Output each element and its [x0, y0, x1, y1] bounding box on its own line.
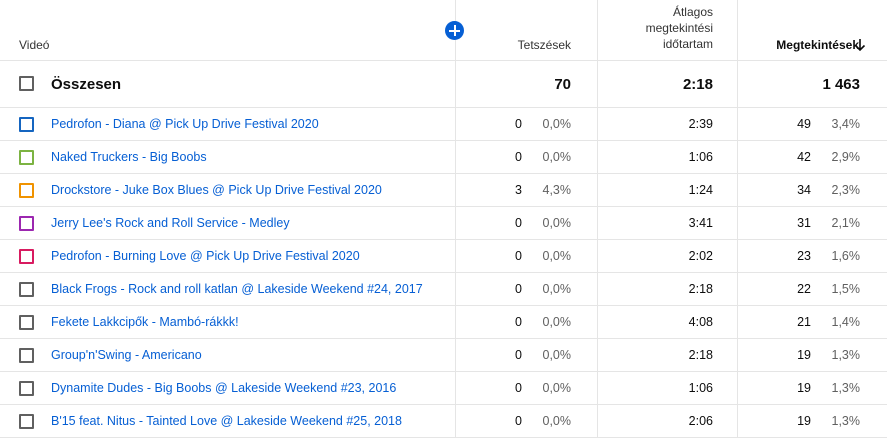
row-views: 19	[797, 381, 811, 395]
row-views: 21	[797, 315, 811, 329]
video-title-link[interactable]: Fekete Lakkcipők - Mambó-rákkk!	[51, 315, 239, 329]
row-views-pct: 2,9%	[831, 150, 861, 164]
row-likes-pct: 0,0%	[542, 381, 572, 395]
table-row: Pedrofon - Diana @ Pick Up Drive Festiva…	[0, 108, 887, 141]
column-divider	[455, 0, 456, 438]
row-avg-duration: 2:02	[688, 249, 713, 263]
row-likes: 0	[515, 414, 522, 428]
column-divider	[737, 0, 738, 438]
row-likes: 0	[515, 150, 522, 164]
row-likes-pct: 0,0%	[542, 150, 572, 164]
row-views-pct: 1,5%	[831, 282, 861, 296]
row-checkbox[interactable]	[19, 381, 34, 396]
row-likes-pct: 0,0%	[542, 315, 572, 329]
row-views: 19	[797, 348, 811, 362]
video-title-link[interactable]: Dynamite Dudes - Big Boobs @ Lakeside We…	[51, 381, 397, 395]
column-divider	[597, 0, 598, 438]
video-title-link[interactable]: Naked Truckers - Big Boobs	[51, 150, 207, 164]
row-views-pct: 2,3%	[831, 183, 861, 197]
table-row: Pedrofon - Burning Love @ Pick Up Drive …	[0, 240, 887, 273]
row-views: 49	[797, 117, 811, 131]
table-row: Dynamite Dudes - Big Boobs @ Lakeside We…	[0, 372, 887, 405]
column-header-avg-duration[interactable]: Átlagos megtekintési időtartam	[598, 4, 713, 52]
row-likes: 3	[515, 183, 522, 197]
row-likes: 0	[515, 282, 522, 296]
row-avg-duration: 2:18	[688, 348, 713, 362]
row-views: 19	[797, 414, 811, 428]
video-title-link[interactable]: Pedrofon - Diana @ Pick Up Drive Festiva…	[51, 117, 319, 131]
row-avg-duration: 2:39	[688, 117, 713, 131]
plus-circle-icon[interactable]	[445, 21, 464, 40]
table-header: Videó Tetszések Átlagos megtekintési idő…	[0, 0, 887, 61]
video-title-link[interactable]: Jerry Lee's Rock and Roll Service - Medl…	[51, 216, 290, 230]
table-row: Drockstore - Juke Box Blues @ Pick Up Dr…	[0, 174, 887, 207]
row-views: 42	[797, 150, 811, 164]
table-row: Naked Truckers - Big Boobs 0 0,0% 1:06 42 2,9…	[0, 141, 887, 174]
row-views-pct: 1,3%	[831, 414, 861, 428]
total-label: Összesen	[51, 76, 122, 93]
row-avg-duration: 1:06	[688, 381, 713, 395]
row-checkbox[interactable]	[19, 315, 34, 330]
row-likes-pct: 0,0%	[542, 249, 572, 263]
row-checkbox[interactable]	[19, 348, 34, 363]
row-views-pct: 2,1%	[831, 216, 861, 230]
column-header-avg-line: Átlagos	[672, 5, 713, 19]
video-title-link[interactable]: Black Frogs - Rock and roll katlan @ Lak…	[51, 282, 423, 296]
column-header-avg-line: időtartam	[662, 37, 713, 51]
column-header-views[interactable]: Megtekintések	[776, 38, 859, 52]
row-checkbox[interactable]	[19, 117, 34, 132]
row-avg-duration: 2:18	[688, 282, 713, 296]
row-checkbox[interactable]	[19, 183, 34, 198]
row-likes-pct: 0,0%	[542, 282, 572, 296]
table-row: Fekete Lakkcipők - Mambó-rákkk! 0 0,0% 4:08…	[0, 306, 887, 339]
column-header-avg-line: megtekintési	[645, 21, 713, 35]
row-likes: 0	[515, 348, 522, 362]
video-title-link[interactable]: Pedrofon - Burning Love @ Pick Up Drive …	[51, 249, 360, 263]
row-views-pct: 1,6%	[831, 249, 861, 263]
row-views: 34	[797, 183, 811, 197]
row-likes: 0	[515, 315, 522, 329]
row-checkbox[interactable]	[19, 150, 34, 165]
total-likes: 70	[554, 76, 571, 93]
row-avg-duration: 3:41	[688, 216, 713, 230]
column-header-video[interactable]: Videó	[19, 38, 50, 52]
total-row: Összesen 70 2:18 1 463	[0, 61, 887, 108]
table-row: Jerry Lee's Rock and Roll Service - Medl…	[0, 207, 887, 240]
total-checkbox[interactable]	[19, 76, 34, 91]
column-header-likes[interactable]: Tetszések	[517, 38, 571, 52]
total-avg-duration: 2:18	[682, 76, 713, 93]
row-checkbox[interactable]	[19, 414, 34, 429]
arrow-down-icon[interactable]	[853, 38, 867, 52]
row-avg-duration: 4:08	[688, 315, 713, 329]
row-views-pct: 1,3%	[831, 381, 861, 395]
row-likes: 0	[515, 216, 522, 230]
table-row: Group'n'Swing - Americano 0 0,0% 2:18 19 1,3%	[0, 339, 887, 372]
row-checkbox[interactable]	[19, 249, 34, 264]
row-views: 22	[797, 282, 811, 296]
row-avg-duration: 2:06	[688, 414, 713, 428]
row-views: 23	[797, 249, 811, 263]
row-likes-pct: 4,3%	[542, 183, 572, 197]
row-views-pct: 1,3%	[831, 348, 861, 362]
row-avg-duration: 1:06	[688, 150, 713, 164]
row-checkbox[interactable]	[19, 282, 34, 297]
row-likes: 0	[515, 381, 522, 395]
row-checkbox[interactable]	[19, 216, 34, 231]
row-likes: 0	[515, 117, 522, 131]
row-views: 31	[797, 216, 811, 230]
row-likes-pct: 0,0%	[542, 216, 572, 230]
table-row: Black Frogs - Rock and roll katlan @ Lak…	[0, 273, 887, 306]
video-title-link[interactable]: Drockstore - Juke Box Blues @ Pick Up Dr…	[51, 183, 382, 197]
table-row: B'15 feat. Nitus - Tainted Love @ Lakesi…	[0, 405, 887, 438]
row-views-pct: 1,4%	[831, 315, 861, 329]
row-likes-pct: 0,0%	[542, 414, 572, 428]
row-avg-duration: 1:24	[688, 183, 713, 197]
video-title-link[interactable]: B'15 feat. Nitus - Tainted Love @ Lakesi…	[51, 414, 402, 428]
row-likes-pct: 0,0%	[542, 117, 572, 131]
row-likes: 0	[515, 249, 522, 263]
video-title-link[interactable]: Group'n'Swing - Americano	[51, 348, 202, 362]
row-views-pct: 3,4%	[831, 117, 861, 131]
total-views: 1 463	[822, 76, 860, 93]
row-likes-pct: 0,0%	[542, 348, 572, 362]
